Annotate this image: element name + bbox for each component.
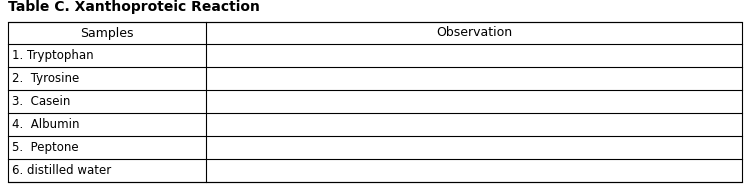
- Text: Observation: Observation: [436, 26, 512, 39]
- Text: 6. distilled water: 6. distilled water: [12, 164, 111, 177]
- Text: Table C. Xanthoproteic Reaction: Table C. Xanthoproteic Reaction: [8, 0, 260, 14]
- Text: 2.  Tyrosine: 2. Tyrosine: [12, 72, 80, 85]
- Text: 4.  Albumin: 4. Albumin: [12, 118, 80, 131]
- Bar: [8, 22, 742, 182]
- Text: 1. Tryptophan: 1. Tryptophan: [12, 49, 94, 62]
- Text: Samples: Samples: [80, 26, 134, 39]
- Text: 3.  Casein: 3. Casein: [12, 95, 70, 108]
- Text: 5.  Peptone: 5. Peptone: [12, 141, 79, 154]
